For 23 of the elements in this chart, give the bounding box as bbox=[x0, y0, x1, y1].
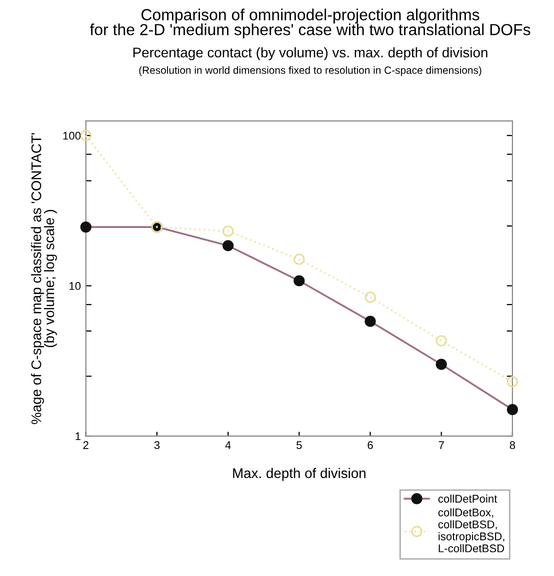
x-tick-label: 8 bbox=[510, 441, 516, 450]
x-tick-label: 6 bbox=[368, 441, 373, 450]
y-tick-label: 100 bbox=[63, 132, 81, 140]
y-axis-title: %age of C-space map classified as 'CONTACT' (by volume; log scale ) bbox=[31, 133, 57, 424]
legend-label: collDetBox, collDetBSD, isotropicBSD, L-collDetBSD bbox=[438, 508, 504, 552]
y-tick-label: 1 bbox=[76, 432, 80, 440]
point bbox=[506, 376, 518, 388]
x-tick-label: 4 bbox=[225, 441, 231, 449]
point bbox=[80, 130, 92, 142]
chart-title: Comparison of omnimodel-projection algorithms for the 2-D 'medium spheres' case with two translational DOFs bbox=[90, 8, 530, 38]
point bbox=[294, 254, 305, 265]
x-tick-label: 7 bbox=[438, 441, 444, 449]
x-tick-label: 5 bbox=[296, 441, 302, 450]
x-axis-title: Max. depth of division bbox=[233, 468, 366, 481]
point bbox=[364, 292, 376, 303]
x-tick-label: 3 bbox=[154, 441, 160, 450]
text: (Resolution in world dimensions fixed to resolution in C-space dimensions) bbox=[139, 66, 482, 76]
y-tick-label: 10 bbox=[70, 282, 81, 290]
point bbox=[222, 226, 234, 237]
point bbox=[436, 335, 447, 346]
legend-label: collDetPoint bbox=[438, 494, 498, 503]
x-tick-label: 2 bbox=[83, 441, 88, 449]
chart-subtitle: Percentage contact (by volume) vs. max. depth of division bbox=[133, 47, 488, 60]
